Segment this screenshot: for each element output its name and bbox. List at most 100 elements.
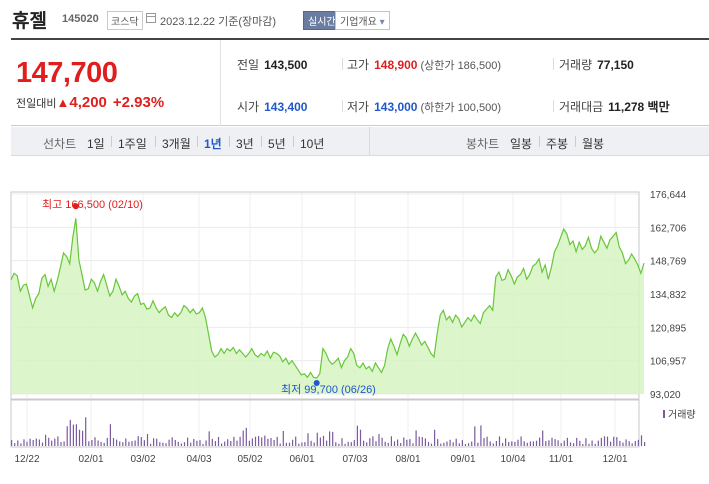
volume-bar (591, 440, 593, 446)
volume-bar (495, 441, 497, 446)
x-tick-label: 06/01 (289, 454, 314, 465)
volume-bar (517, 439, 519, 446)
volume-bar (344, 443, 346, 446)
volume-bar (335, 442, 337, 446)
volume-bar (468, 443, 470, 446)
tab-candle-daily[interactable]: 일봉 (510, 137, 533, 151)
lower-limit: (하한가 100,500) (420, 102, 501, 114)
volume-bar (412, 443, 414, 446)
volume-bar (427, 442, 430, 446)
low-marker (313, 380, 320, 387)
volume-bar (464, 444, 467, 446)
tab-candle-monthly[interactable]: 월봉 (582, 137, 605, 151)
volume-bar (273, 440, 275, 446)
volume-bar (585, 438, 587, 446)
x-tick-label: 11/01 (549, 454, 574, 465)
volume-bar (387, 442, 389, 446)
volume-bar (514, 441, 516, 446)
volume-bar (403, 437, 405, 446)
change-label: 전일대비 (16, 98, 57, 110)
volume-bar (177, 441, 179, 446)
volume-bar (116, 439, 118, 446)
volume-bar (51, 440, 53, 446)
volume-bar (529, 441, 531, 446)
tab-period-3y[interactable]: 3년 (236, 137, 254, 151)
open-price: 시가 143,400 (237, 98, 307, 115)
volume-bar (48, 437, 50, 446)
tab-period-1y[interactable]: 1년 (204, 137, 222, 151)
volume-bar (316, 432, 318, 446)
market-badge: 코스닥 (107, 11, 143, 30)
volume-bar (304, 442, 306, 446)
volume-bar (35, 438, 37, 446)
tab-period-1w[interactable]: 1주일 (118, 137, 147, 151)
stock-header: 휴젤 145020 코스닥 2023.12.22 기준(장마감) 실시간 기업개… (0, 0, 709, 38)
volume-bar (109, 424, 111, 446)
change-percent: +2.93% (112, 94, 165, 111)
volume-bar (131, 441, 133, 446)
volume-bar (489, 441, 491, 446)
divider (575, 136, 576, 147)
volume-bar (560, 443, 562, 446)
volume-bar (196, 440, 198, 446)
volume-bar (449, 439, 451, 446)
tab-period-10y[interactable]: 10년 (300, 137, 325, 151)
volume-bar (539, 437, 541, 446)
volume-bar (440, 443, 442, 446)
open-price-label: 시가 (237, 100, 260, 114)
day-high-label: 고가 (347, 58, 370, 72)
volume-bar (202, 443, 204, 446)
volume-bar (72, 424, 74, 446)
volume-bar (644, 442, 646, 446)
y-tick-label: 162,706 (650, 223, 687, 234)
x-tick-label: 04/03 (186, 454, 211, 465)
volume-bar (551, 437, 553, 446)
volume-bar (353, 440, 355, 446)
tab-period-1d[interactable]: 1일 (87, 137, 105, 151)
day-high: 고가 148,900 (상한가 186,500) (342, 56, 501, 73)
tab-period-3m[interactable]: 3개월 (162, 137, 191, 151)
high-annotation: 최고 166,500 (02/10) (42, 198, 143, 211)
volume-bar (11, 440, 13, 446)
volume-bar (588, 443, 590, 446)
volume-bar (381, 437, 383, 446)
volume-bar (332, 431, 334, 446)
quote-date: 2023.12.22 기준(장마감) (160, 16, 277, 28)
tab-candle-weekly[interactable]: 주봉 (546, 137, 569, 151)
volume-bar (285, 442, 287, 446)
volume-bar (276, 436, 278, 446)
tab-period-5y[interactable]: 5년 (268, 137, 286, 151)
x-tick-label: 10/04 (500, 454, 525, 465)
volume-bar (526, 442, 528, 446)
volume-bar (606, 436, 609, 446)
quote-summary: 147,700 전일대비▲4,200 +2.93% 전일 143,500 고가 148… (11, 38, 709, 126)
volume-bar (535, 440, 538, 446)
volume-bar (251, 438, 253, 446)
volume-bar (63, 441, 65, 446)
volume-bar (523, 441, 525, 446)
volume-bar (78, 429, 81, 446)
volume-bar (356, 425, 358, 446)
x-tick-label: 03/02 (130, 454, 155, 465)
volume-bar (310, 440, 312, 446)
company-overview-label: 기업개요 (340, 17, 377, 28)
volume-bar (248, 440, 250, 446)
x-tick-label: 05/02 (237, 454, 262, 465)
volume-bar (94, 437, 96, 446)
realtime-button[interactable]: 실시간 (303, 11, 341, 30)
summary-divider (220, 40, 221, 126)
volume-bar (174, 440, 176, 446)
company-overview-dropdown[interactable]: 기업개요 ▾ (335, 11, 390, 30)
trade-amount-value: 11,278 백만 (608, 100, 670, 114)
volume-bar (140, 437, 142, 446)
volume-bar (100, 442, 102, 446)
volume-bar (640, 435, 643, 446)
volume-bar (227, 439, 229, 446)
volume-panel-frame (10, 399, 640, 448)
volume-bar (91, 440, 93, 446)
volume-bar (66, 426, 68, 446)
volume-bar (483, 438, 485, 446)
volume-bar (242, 430, 244, 446)
chevron-down-icon: ▾ (379, 17, 385, 28)
